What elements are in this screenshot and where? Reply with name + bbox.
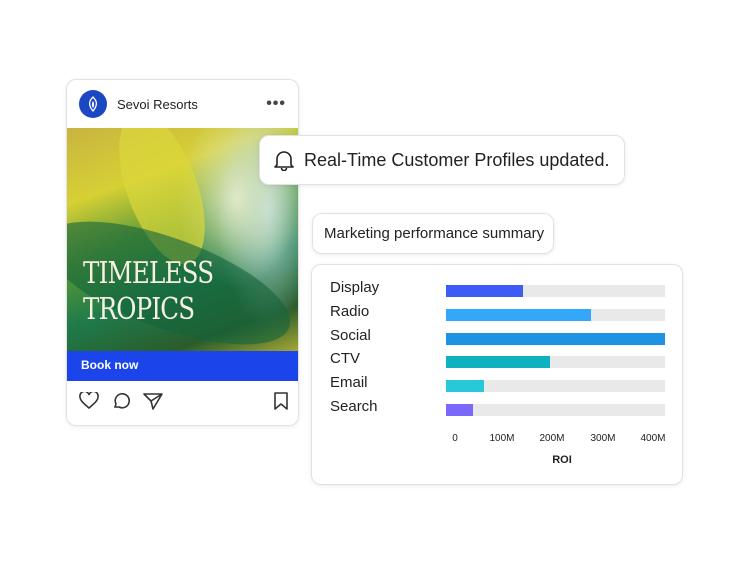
chart-row: Search bbox=[330, 398, 670, 418]
bar-track bbox=[446, 380, 665, 393]
chart-row: Email bbox=[330, 374, 670, 394]
bookmark-icon[interactable] bbox=[273, 392, 289, 410]
chart-row: Social bbox=[330, 327, 670, 347]
category-label: Social bbox=[330, 326, 371, 344]
x-tick-label: 200M bbox=[539, 433, 565, 444]
x-axis-label: ROI bbox=[552, 454, 572, 466]
bar-search bbox=[446, 404, 474, 416]
bar-ctv bbox=[446, 356, 551, 369]
category-label: CTV bbox=[330, 350, 360, 368]
chart-row: Display bbox=[330, 279, 670, 299]
notification-toast: Real-Time Customer Profiles updated. bbox=[259, 135, 625, 185]
notification-text: Real-Time Customer Profiles updated. bbox=[304, 149, 610, 170]
heart-icon[interactable] bbox=[79, 392, 99, 410]
brand-avatar[interactable] bbox=[79, 90, 107, 118]
bar-track bbox=[446, 285, 665, 297]
bar-track bbox=[446, 332, 665, 345]
bell-icon bbox=[274, 151, 294, 171]
share-icon[interactable] bbox=[143, 392, 163, 410]
headline-line-1: TIMELESS bbox=[83, 256, 214, 291]
category-label: Radio bbox=[330, 302, 370, 320]
x-tick-label: 0 bbox=[452, 433, 458, 444]
summary-label: Marketing performance summary bbox=[312, 213, 554, 254]
bar-social bbox=[446, 332, 665, 345]
headline-line-2: TROPICS bbox=[83, 292, 195, 327]
bar-track bbox=[446, 404, 665, 416]
lotus-logo-icon bbox=[88, 96, 98, 112]
more-options-icon[interactable]: ••• bbox=[266, 95, 286, 112]
brand-name[interactable]: Sevoi Resorts bbox=[117, 96, 198, 112]
roi-bar-chart: Display Radio Social CTV Email Search 0 100M 20… bbox=[311, 264, 683, 485]
x-tick-label: 400M bbox=[640, 433, 666, 444]
bar-email bbox=[446, 380, 485, 393]
x-tick-label: 100M bbox=[489, 433, 515, 444]
category-label: Search bbox=[330, 398, 378, 415]
chart-row: Radio bbox=[330, 303, 670, 323]
book-now-button[interactable]: Book now bbox=[67, 351, 298, 381]
x-tick-label: 300M bbox=[590, 433, 616, 444]
bar-track bbox=[446, 356, 665, 369]
social-post-card: Sevoi Resorts ••• TIMELESS TROPICS Book … bbox=[66, 79, 299, 426]
category-label: Display bbox=[330, 279, 380, 296]
bar-track bbox=[446, 308, 665, 321]
bar-radio bbox=[446, 308, 592, 321]
chart-row: CTV bbox=[330, 350, 670, 370]
post-headline: TIMELESS TROPICS bbox=[83, 256, 214, 328]
comment-icon[interactable] bbox=[111, 392, 131, 410]
category-label: Email bbox=[330, 374, 368, 392]
bar-display bbox=[446, 285, 523, 297]
